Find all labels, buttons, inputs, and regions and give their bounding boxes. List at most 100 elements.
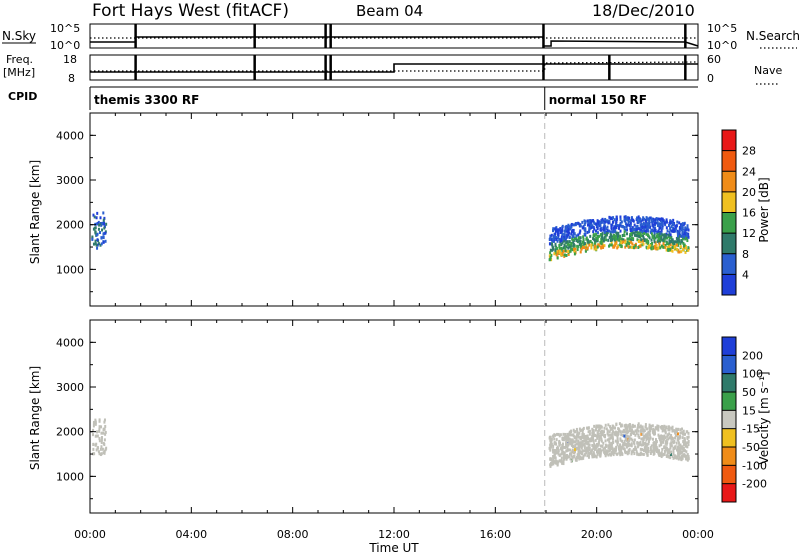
scatter-cell [671, 249, 674, 253]
scatter-cell [100, 440, 103, 444]
power-ylabel: Slant Range [km] [28, 160, 42, 264]
scatter-cell [627, 245, 630, 249]
scatter-cell [643, 217, 646, 221]
scatter-cell [653, 449, 656, 453]
scatter-cell [568, 437, 571, 441]
scatter-cell [626, 427, 629, 431]
scatter-cell [632, 228, 635, 232]
scatter-cell [98, 419, 101, 423]
scatter-cell [553, 252, 556, 256]
scatter-cell [608, 244, 611, 248]
scatter-cell [605, 451, 608, 455]
scatter-cell [615, 423, 618, 427]
scatter-cell [616, 231, 619, 235]
scatter-cell [655, 440, 658, 444]
x-tick-label: 08:00 [277, 528, 309, 541]
scatter-cell [665, 220, 668, 224]
scatter-cell [614, 439, 617, 443]
scatter-cell [610, 234, 613, 238]
scatter-cell [645, 232, 648, 236]
scatter-cell [550, 253, 553, 257]
scatter-cell [550, 437, 553, 441]
scatter-cell [687, 431, 690, 435]
scatter-cell [636, 238, 639, 242]
scatter-cell [102, 451, 105, 455]
scatter-cell [567, 252, 570, 256]
colorbar-tick-label: 50 [742, 386, 756, 399]
scatter-cell [630, 245, 633, 249]
scatter-cell [686, 441, 689, 445]
scatter-cell [643, 232, 646, 236]
scatter-cell [92, 227, 95, 231]
scatter-cell [575, 221, 578, 225]
scatter-cell [681, 450, 684, 454]
scatter-cell [633, 448, 636, 452]
scatter-cell [659, 435, 662, 439]
scatter-cell [607, 433, 610, 437]
scatter-cell [618, 451, 621, 455]
scatter-cell [668, 245, 671, 249]
scatter-cell [592, 451, 595, 455]
scatter-cell [612, 441, 615, 445]
scatter-cell [580, 247, 583, 251]
scatter-cell [665, 248, 668, 252]
scatter-cell [654, 229, 657, 233]
scatter-cell [656, 449, 659, 453]
scatter-cell [575, 458, 578, 462]
scatter-cell [599, 431, 602, 435]
scatter-cell [558, 434, 561, 438]
scatter-cell [613, 447, 616, 451]
scatter-cell [554, 248, 557, 252]
scatter-cell [627, 218, 630, 222]
scatter-cell [98, 425, 101, 429]
scatter-cell [615, 220, 618, 224]
scatter-cell [559, 433, 562, 437]
scatter-cell [608, 235, 611, 239]
scatter-cell [629, 229, 632, 233]
scatter-cell [591, 434, 594, 438]
scatter-cell [594, 438, 597, 442]
scatter-cell [608, 221, 611, 225]
scatter-cell [649, 244, 652, 248]
scatter-cell [637, 453, 640, 457]
scatter-cell [661, 222, 664, 226]
scatter-cell [98, 437, 101, 441]
scatter-cell [584, 441, 587, 445]
scatter-cell [639, 244, 642, 248]
scatter-cell [572, 231, 575, 235]
scatter-cell [101, 228, 104, 232]
scatter-cell [557, 228, 560, 232]
scatter-cell [623, 219, 626, 223]
scatter-cell [605, 427, 608, 431]
scatter-cell [651, 424, 654, 428]
scatter-cell [101, 221, 104, 225]
scatter-cell [662, 242, 665, 246]
scatter-cell [664, 429, 667, 433]
scatter-cell [553, 437, 556, 441]
scatter-cell [561, 241, 564, 245]
scatter-cell [102, 218, 105, 222]
scatter-cell [661, 226, 664, 230]
scatter-cell [572, 243, 575, 247]
scatter-cell [567, 439, 570, 443]
scatter-cell [636, 234, 639, 238]
scatter-cell [565, 456, 568, 460]
scatter-cell [581, 240, 584, 244]
scatter-cell [642, 452, 645, 456]
scatter-cell [667, 425, 670, 429]
scatter-cell [658, 226, 661, 230]
scatter-cell [640, 234, 643, 238]
scatter-cell [95, 442, 98, 446]
scatter-cell [592, 434, 595, 438]
scatter-cell [588, 452, 591, 456]
scatter-cell [635, 230, 638, 234]
scatter-cell [566, 234, 569, 238]
scatter-cell [636, 426, 639, 430]
scatter-cell [646, 246, 649, 250]
scatter-cell [593, 442, 596, 446]
scatter-cell [588, 432, 591, 436]
scatter-cell [572, 428, 575, 432]
scatter-cell [641, 429, 644, 433]
scatter-cell [597, 243, 600, 247]
scatter-cell [552, 458, 555, 462]
